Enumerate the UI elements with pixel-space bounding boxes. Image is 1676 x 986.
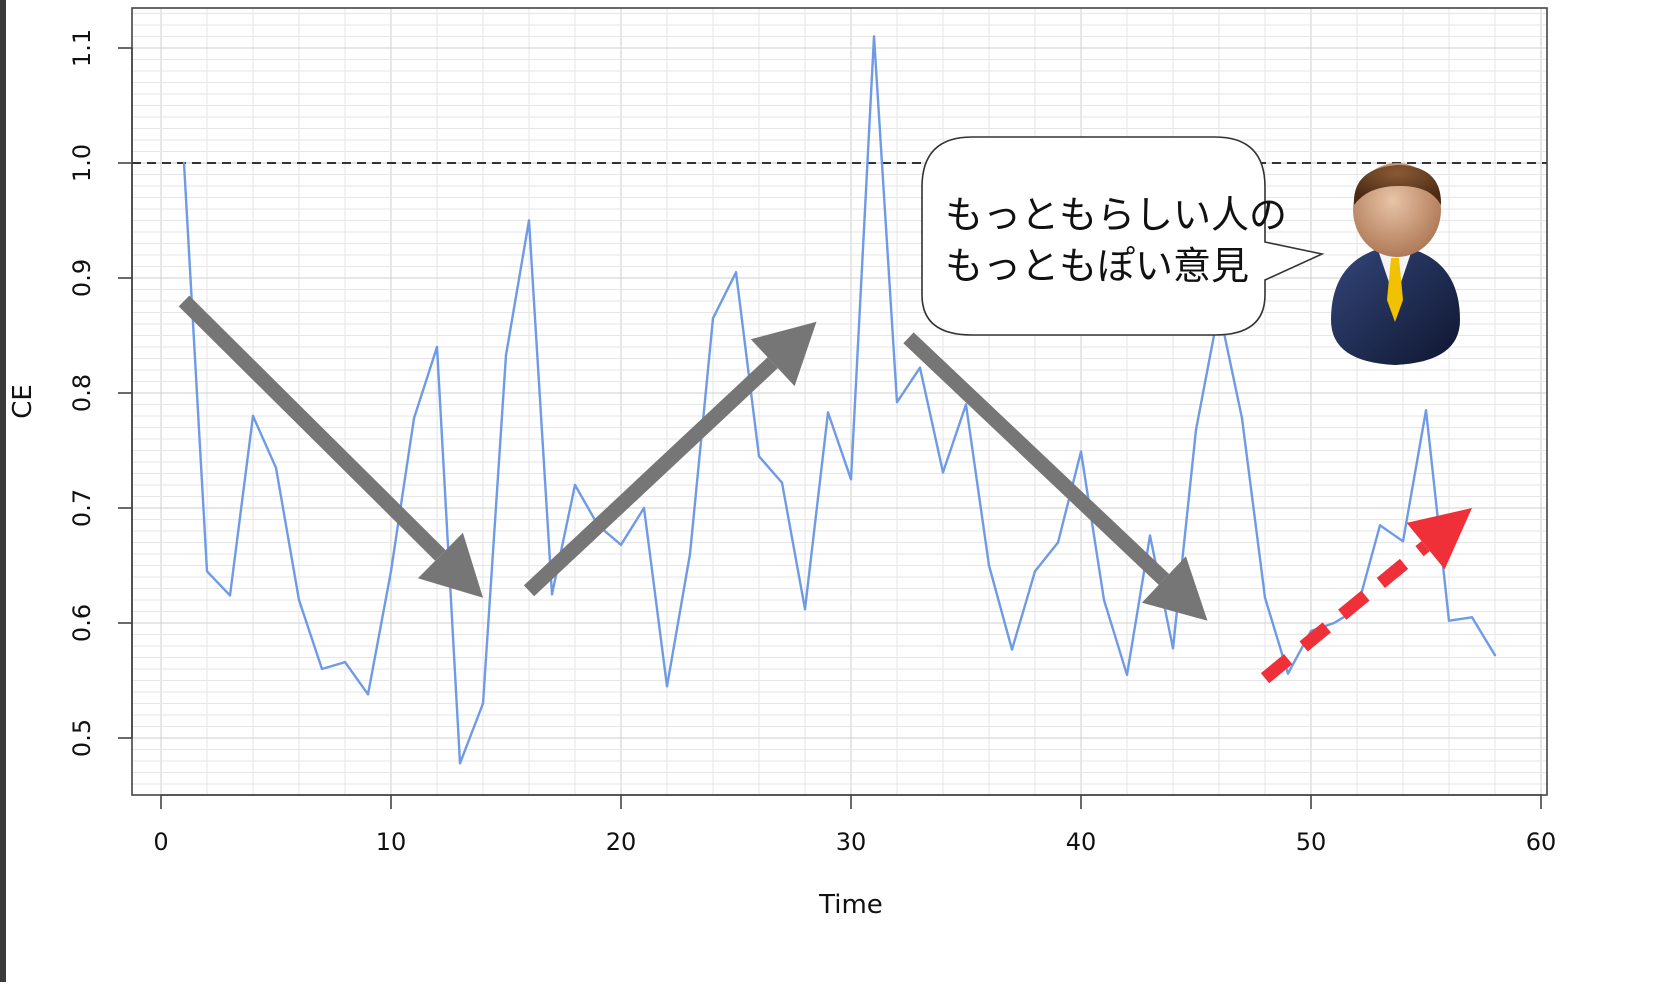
data-point <box>803 608 807 611</box>
data-point <box>182 161 186 165</box>
data-point <box>366 693 370 696</box>
red-arrow-head <box>1406 508 1472 570</box>
y-tick-label: 0.8 <box>68 374 96 412</box>
callout-line-2: もっともぽい意見 <box>945 244 1249 288</box>
hair <box>1353 165 1442 205</box>
series-points <box>182 35 1497 765</box>
y-tick-label: 0.5 <box>68 719 96 757</box>
data-point <box>228 594 232 597</box>
plot-background <box>132 8 1547 795</box>
data-point <box>1171 647 1175 650</box>
data-point <box>297 598 301 602</box>
data-point <box>320 667 324 671</box>
x-tick-label: 20 <box>606 828 637 856</box>
data-point <box>619 543 623 546</box>
data-point <box>1079 450 1083 453</box>
data-point <box>1332 621 1336 625</box>
x-tick-label: 10 <box>376 828 407 856</box>
data-point <box>412 417 416 420</box>
y-tick-label: 0.7 <box>68 489 96 527</box>
y-axis-label: CE <box>8 384 38 419</box>
trend-arrows <box>178 295 1208 621</box>
data-point <box>872 35 876 38</box>
data-point <box>688 552 692 556</box>
x-tick-label: 40 <box>1066 828 1097 856</box>
data-point <box>895 401 899 404</box>
y-tick-label: 1.1 <box>68 29 96 67</box>
gray-arrow-1-shaft <box>178 295 446 561</box>
red-arrow-shaft <box>1260 541 1430 684</box>
data-point <box>757 455 761 458</box>
data-point <box>504 353 508 357</box>
data-point <box>1010 648 1014 651</box>
data-point <box>964 403 968 406</box>
gray-arrow-3-shaft <box>903 332 1170 585</box>
data-point <box>573 483 577 487</box>
data-point <box>1148 534 1152 537</box>
data-point <box>251 414 255 418</box>
x-axis-label: Time <box>818 890 883 920</box>
data-point <box>1493 654 1497 657</box>
data-point <box>1125 673 1129 676</box>
data-point <box>274 466 278 469</box>
y-tick-label: 0.9 <box>68 259 96 297</box>
data-point <box>1401 540 1405 543</box>
data-point <box>435 345 439 349</box>
left-edge-bar <box>0 0 6 982</box>
gray-arrow-2-head <box>750 321 817 387</box>
y-tick-label: 0.6 <box>68 604 96 642</box>
necktie <box>1387 258 1403 322</box>
data-point <box>941 471 945 474</box>
x-tick-label: 50 <box>1296 828 1327 856</box>
x-tick-label: 0 <box>153 828 168 856</box>
grid <box>132 8 1547 795</box>
data-point <box>780 481 784 484</box>
callout-bubble <box>921 136 1325 336</box>
data-point <box>734 271 738 274</box>
data-point <box>527 219 531 222</box>
data-point <box>1470 616 1474 619</box>
data-point <box>343 660 347 664</box>
data-point <box>1286 672 1290 675</box>
x-tick-label: 60 <box>1526 828 1557 856</box>
data-point <box>205 570 209 573</box>
gray-arrow-3-head <box>1141 556 1208 621</box>
y-tick-label: 1.0 <box>68 144 96 182</box>
axes: 0 10 20 30 40 50 60 0.5 0.6 0.7 0.8 0.9 1.0 1.1 <box>68 29 1556 856</box>
data-point <box>1194 428 1198 431</box>
data-point <box>826 411 830 414</box>
gray-arrow-1-head <box>417 532 483 598</box>
data-point <box>642 506 646 510</box>
gray-arrow-2-shaft <box>523 357 778 597</box>
data-point <box>1447 619 1451 622</box>
data-point <box>987 564 991 567</box>
callout-line-1: もっともらしい人の <box>945 193 1287 237</box>
data-point <box>1056 541 1060 544</box>
data-point <box>918 366 922 369</box>
data-point <box>1263 596 1267 599</box>
data-point <box>1102 598 1106 602</box>
series-line-ce <box>182 35 1497 765</box>
data-point <box>1240 417 1244 420</box>
data-point <box>458 762 462 765</box>
businessman-avatar-icon <box>1331 163 1460 365</box>
speech-callout: もっともらしい人の もっともぽい意見 <box>921 136 1325 336</box>
x-tick-label: 30 <box>836 828 867 856</box>
data-point <box>1033 570 1037 573</box>
data-point <box>1378 524 1382 527</box>
data-point <box>550 593 554 596</box>
data-point <box>849 478 853 481</box>
data-point <box>389 570 393 573</box>
data-point <box>1424 409 1428 412</box>
data-point <box>711 317 715 320</box>
data-point <box>481 702 485 705</box>
data-point <box>665 685 669 688</box>
red-dashed-trend-arrow <box>1260 508 1472 684</box>
